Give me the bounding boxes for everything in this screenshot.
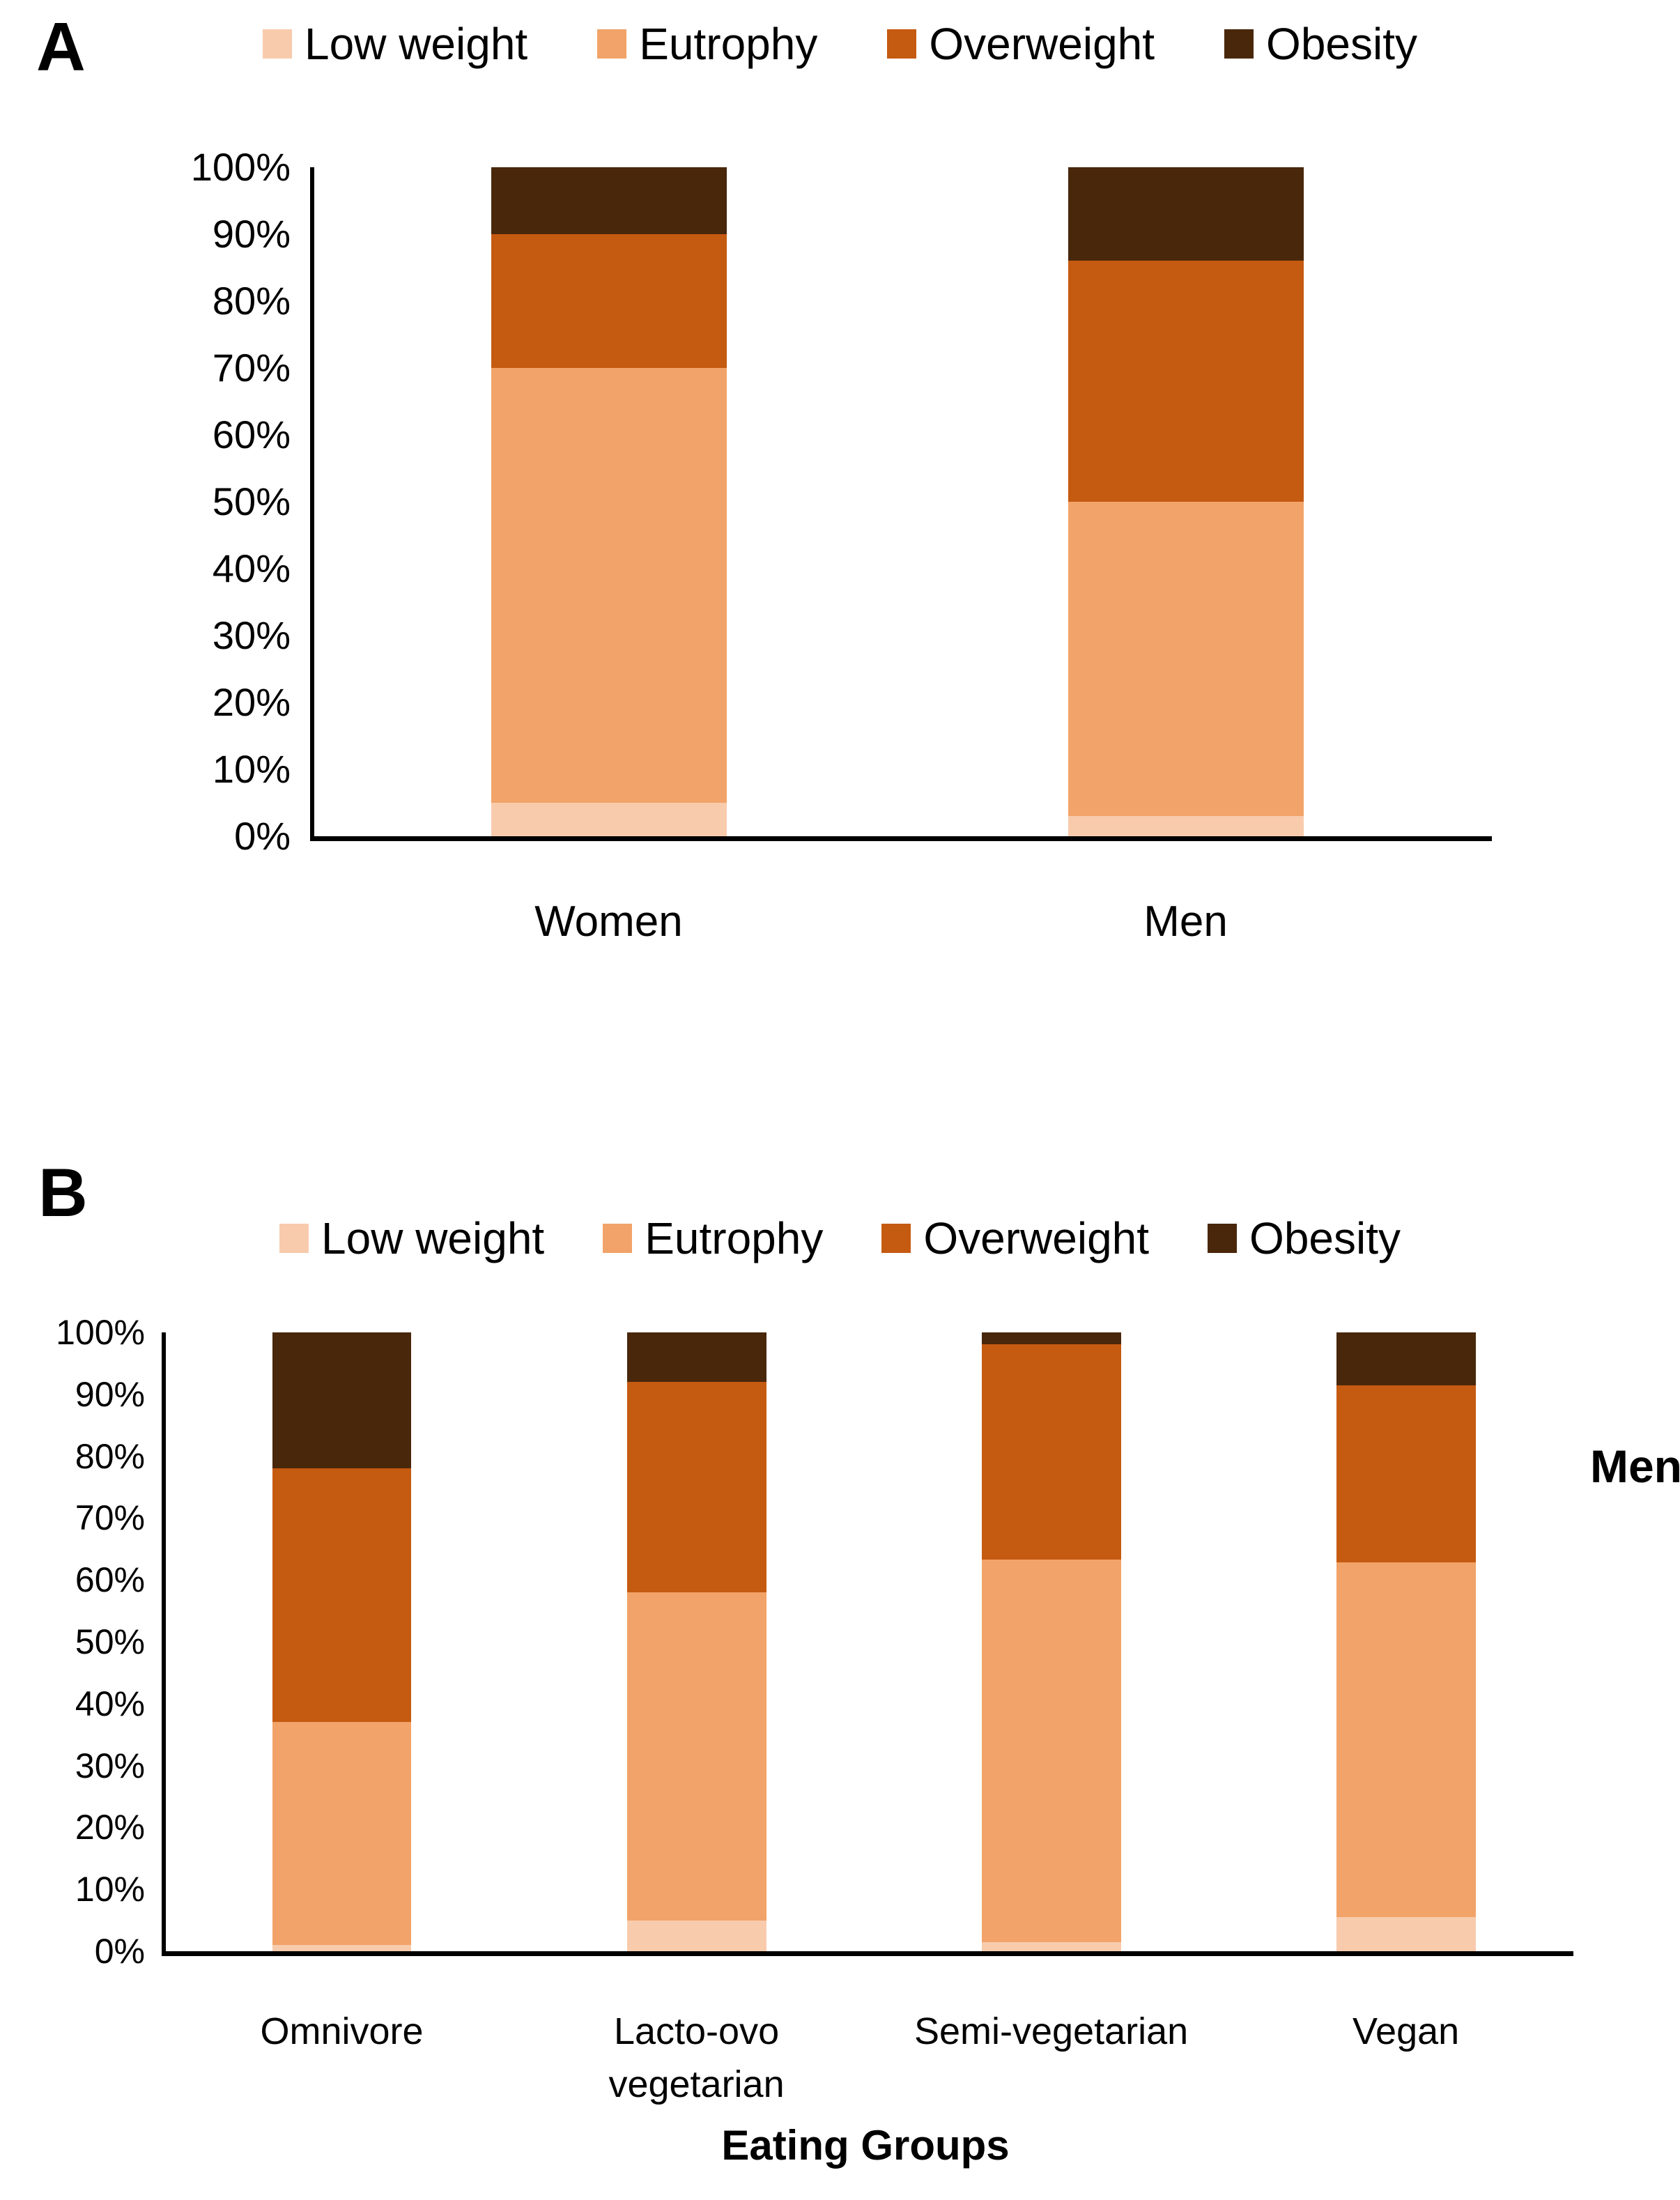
y-tick-80pct: 80%	[75, 1436, 145, 1476]
segment-men-low-weight	[1068, 816, 1304, 836]
category-label-lacto-ovo-vegetarian: Lacto-ovo vegetarian	[608, 2010, 785, 2105]
legend-item-overweight: Overweight	[881, 1213, 1149, 1264]
legend-item-obesity: Obesity	[1224, 18, 1417, 70]
legend-item-obesity: Obesity	[1208, 1213, 1401, 1264]
segment-vegan-low-weight	[1336, 1917, 1476, 1951]
segment-lacto-ovo-vegetarian-overweight	[626, 1382, 766, 1592]
y-tick-0pct: 0%	[94, 1932, 145, 1971]
segment-men-eutrophy	[1068, 502, 1304, 817]
legend-item-eutrophy: Eutrophy	[597, 18, 817, 70]
segment-vegan-overweight	[1336, 1385, 1476, 1563]
bar-men	[1068, 167, 1304, 836]
segment-women-low-weight	[491, 803, 727, 836]
segment-lacto-ovo-vegetarian-low-weight	[626, 1920, 766, 1951]
category-label-women: Women	[534, 898, 683, 946]
category-label-vegan: Vegan	[1353, 2010, 1460, 2052]
chart-b-x-axis-title: Eating Groups	[721, 2122, 1010, 2169]
segment-semi-vegetarian-obesity	[981, 1332, 1121, 1344]
chart-a-plot: 0% 10% 20% 30% 40% 50% 60% 70% 80% 90% 100% Women Me…	[191, 148, 1492, 946]
chart-b-legend: Low weight Eutrophy Overweight Obesity	[0, 1213, 1680, 1264]
y-tick-60pct: 60%	[75, 1560, 145, 1600]
y-tick-50pct: 50%	[212, 479, 291, 523]
panel-b-label: B	[38, 1154, 88, 1231]
y-tick-0pct: 0%	[234, 814, 291, 858]
bar-women	[491, 167, 727, 836]
legend-label-overweight: Overweight	[923, 1213, 1150, 1263]
legend-swatch-obesity-icon	[1224, 29, 1254, 59]
chart-b-plot: 0% 10% 20% 30% 40% 50% 60% 70% 80% 90% 100% Omnivor…	[56, 1315, 1573, 2105]
legend-swatch-low-weight-icon	[279, 1224, 309, 1253]
segment-omnivore-low-weight	[272, 1945, 412, 1951]
y-tick-60pct: 60%	[212, 413, 291, 456]
bar-lacto-ovo-vegetarian	[626, 1332, 766, 1951]
y-tick-50pct: 50%	[75, 1622, 145, 1661]
segment-semi-vegetarian-eutrophy	[981, 1559, 1121, 1942]
segment-men-overweight	[1068, 261, 1304, 502]
legend-swatch-overweight-icon	[881, 1224, 911, 1253]
legend-swatch-overweight-icon	[887, 29, 917, 59]
y-tick-70pct: 70%	[75, 1498, 145, 1538]
category-label-men: Men	[1143, 898, 1228, 946]
segment-omnivore-overweight	[272, 1468, 412, 1723]
y-tick-100pct: 100%	[190, 145, 291, 189]
legend-label-low-weight: Low weight	[305, 19, 528, 69]
bar-semi-vegetarian	[981, 1332, 1121, 1951]
y-tick-30pct: 30%	[75, 1746, 145, 1785]
bar-omnivore	[272, 1332, 412, 1951]
chart-b-right-label-men: Men	[1590, 1440, 1680, 1492]
y-tick-40pct: 40%	[75, 1684, 145, 1723]
segment-semi-vegetarian-low-weight	[981, 1941, 1121, 1951]
panel-a-label: A	[36, 8, 86, 85]
legend-label-eutrophy: Eutrophy	[645, 1213, 824, 1263]
y-tick-30pct: 30%	[212, 613, 291, 657]
segment-omnivore-eutrophy	[272, 1722, 412, 1946]
segment-men-obesity	[1068, 167, 1304, 261]
legend-label-low-weight: Low weight	[321, 1213, 545, 1263]
category-label-semi-vegetarian: Semi-vegetarian	[914, 2010, 1189, 2052]
y-tick-100pct: 100%	[56, 1313, 145, 1352]
segment-vegan-eutrophy	[1336, 1562, 1476, 1918]
legend-swatch-eutrophy-icon	[603, 1224, 633, 1253]
legend-label-obesity: Obesity	[1266, 19, 1417, 69]
segment-lacto-ovo-vegetarian-obesity	[626, 1332, 766, 1383]
legend-item-eutrophy: Eutrophy	[603, 1213, 823, 1264]
y-tick-10pct: 10%	[212, 747, 291, 791]
legend-label-eutrophy: Eutrophy	[639, 19, 818, 69]
y-tick-90pct: 90%	[212, 212, 291, 256]
y-tick-10pct: 10%	[75, 1870, 145, 1909]
segment-women-eutrophy	[491, 368, 727, 803]
segment-vegan-obesity	[1336, 1332, 1476, 1385]
y-tick-80pct: 80%	[212, 279, 291, 323]
segment-semi-vegetarian-overweight	[981, 1344, 1121, 1560]
legend-label-overweight: Overweight	[929, 19, 1155, 69]
chart-a-legend: Low weight Eutrophy Overweight Obesity	[0, 18, 1680, 70]
legend-swatch-low-weight-icon	[263, 29, 292, 59]
segment-women-overweight	[491, 234, 727, 368]
y-tick-20pct: 20%	[212, 680, 291, 724]
y-tick-40pct: 40%	[212, 546, 291, 590]
bar-vegan	[1336, 1332, 1476, 1951]
y-tick-20pct: 20%	[75, 1808, 145, 1847]
segment-omnivore-obesity	[272, 1332, 412, 1469]
category-label-omnivore: Omnivore	[260, 2010, 424, 2052]
legend-item-low-weight: Low weight	[263, 18, 527, 70]
segment-women-obesity	[491, 167, 727, 234]
legend-label-obesity: Obesity	[1249, 1213, 1401, 1263]
legend-swatch-eutrophy-icon	[597, 29, 627, 59]
y-tick-70pct: 70%	[212, 346, 291, 390]
legend-item-low-weight: Low weight	[279, 1213, 544, 1264]
legend-item-overweight: Overweight	[887, 18, 1155, 70]
y-tick-90pct: 90%	[75, 1374, 145, 1414]
segment-lacto-ovo-vegetarian-eutrophy	[626, 1592, 766, 1921]
legend-swatch-obesity-icon	[1208, 1224, 1238, 1253]
